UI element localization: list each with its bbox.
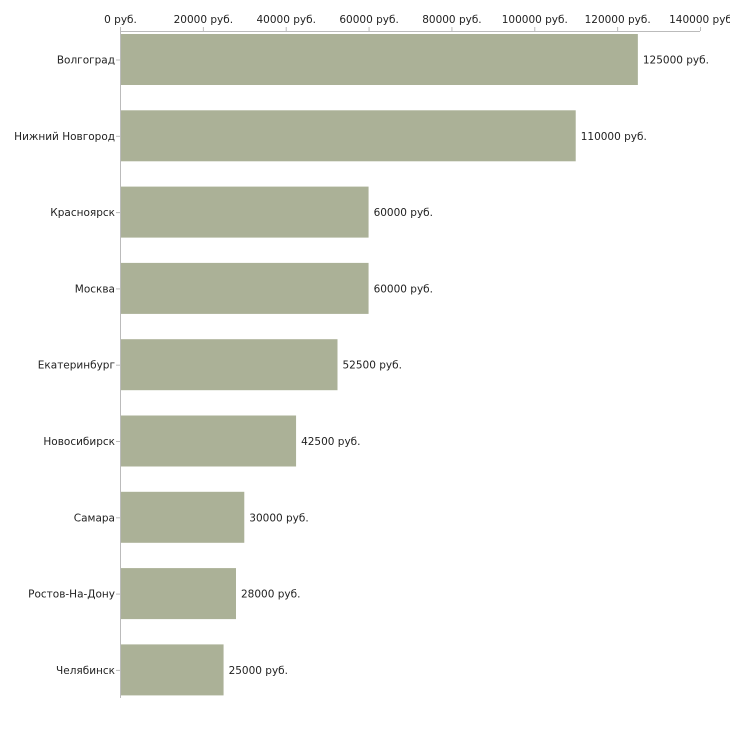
bar: [121, 568, 236, 620]
bar: [121, 491, 245, 543]
category-label: Новосибирск: [43, 436, 115, 448]
data-label: 30000 руб.: [249, 512, 308, 524]
data-label: 125000 руб.: [643, 55, 709, 67]
bar: [121, 110, 576, 162]
bar: [121, 262, 369, 314]
labels-layer: Волгоград 125000 руб. Нижний Новгород 11000…: [14, 55, 709, 677]
category-label: Самара: [74, 512, 115, 524]
bar: [121, 644, 224, 696]
data-label: 25000 руб.: [229, 665, 288, 677]
category-label: Екатеринбург: [38, 360, 115, 372]
data-label: 28000 руб.: [241, 589, 300, 601]
category-label: Волгоград: [57, 55, 115, 67]
axis-layer: 0 руб. 20000 руб. 40000 руб. 60000 руб. 8000…: [104, 14, 730, 698]
x-tick-label: 100000 руб.: [502, 14, 568, 26]
bar: [121, 34, 638, 85]
data-label: 52500 руб.: [343, 360, 402, 372]
x-tick-label: 0 руб.: [104, 14, 137, 26]
bar: [121, 415, 297, 467]
data-label: 60000 руб.: [374, 283, 433, 295]
data-label: 42500 руб.: [301, 436, 360, 448]
category-label: Нижний Новгород: [14, 131, 115, 143]
x-tick-label: 120000 руб.: [585, 14, 651, 26]
x-tick-label: 60000 руб.: [339, 14, 398, 26]
data-label: 60000 руб.: [374, 207, 433, 219]
bar: [121, 186, 369, 238]
category-label: Челябинск: [56, 665, 115, 677]
data-label: 110000 руб.: [581, 131, 647, 143]
x-tick-label: 80000 руб.: [422, 14, 481, 26]
x-tick-label: 20000 руб.: [174, 14, 233, 26]
bar: [121, 339, 338, 391]
x-tick-label: 40000 руб.: [256, 14, 315, 26]
category-label: Москва: [75, 283, 115, 295]
category-label: Ростов-На-Дону: [28, 589, 115, 601]
bars-layer: [121, 34, 638, 696]
category-label: Красноярск: [50, 207, 115, 219]
x-tick-label: 140000 руб: [669, 14, 730, 26]
